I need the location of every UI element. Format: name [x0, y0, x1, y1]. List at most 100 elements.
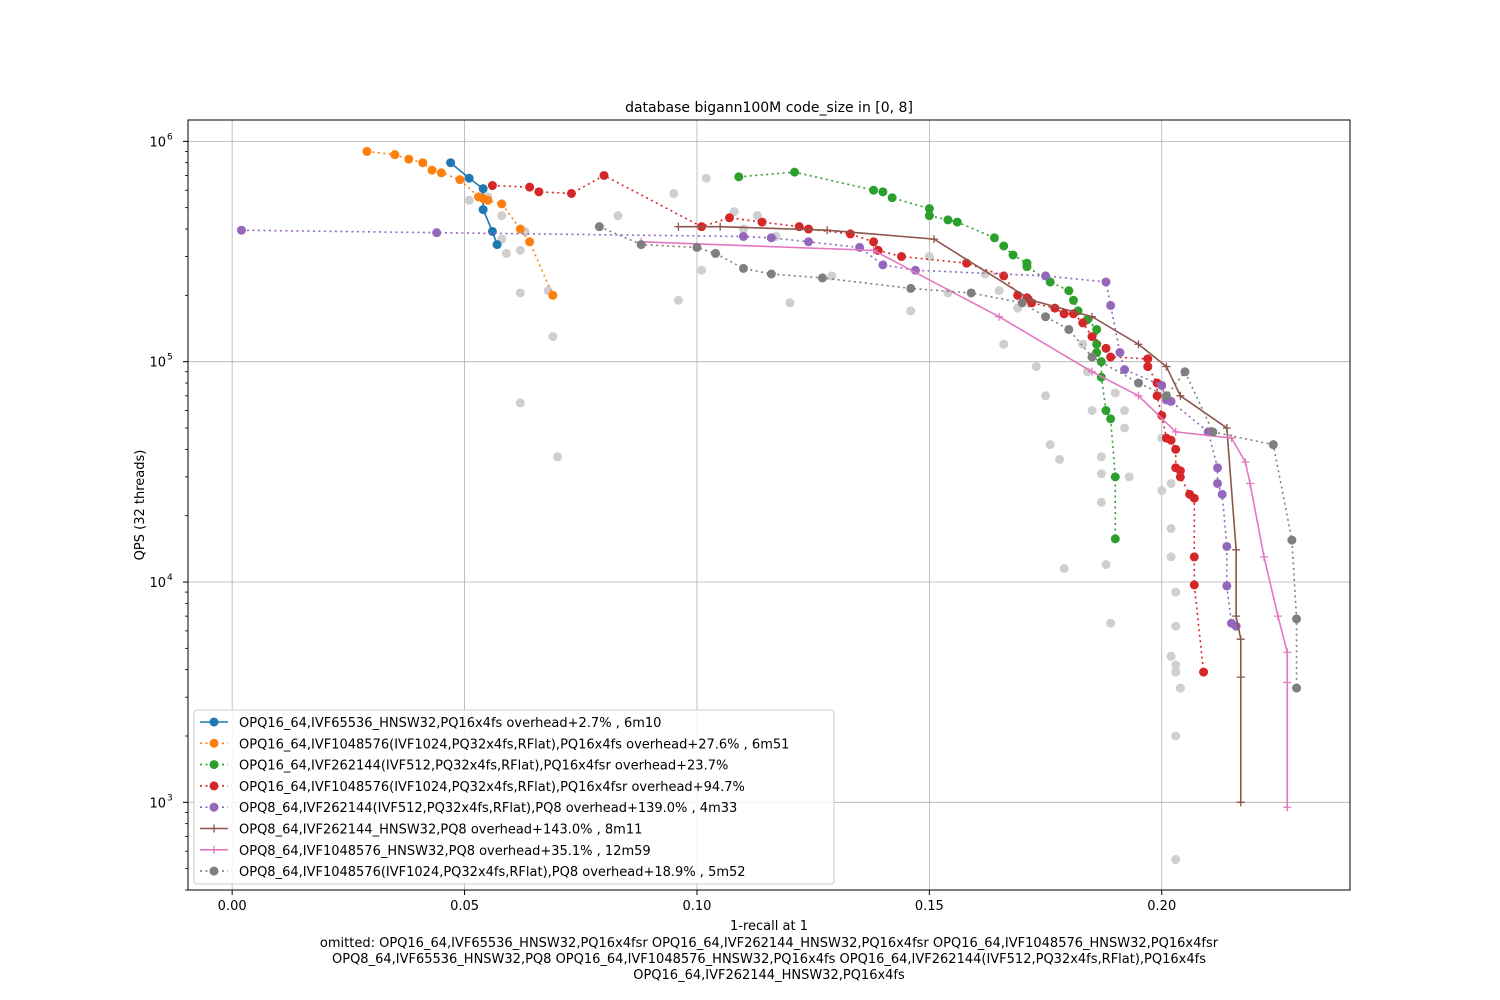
data-point [952, 217, 962, 227]
data-point [966, 288, 976, 298]
omitted-point [613, 211, 623, 221]
y-tick-label: 10 [149, 796, 166, 811]
omitted-point [906, 306, 916, 316]
omitted-point [501, 248, 511, 258]
legend-entry: OPQ16_64,IVF1048576(IVF1024,PQ32x4fs,RFl… [200, 737, 789, 752]
data-point [1273, 612, 1282, 621]
data-point [1180, 367, 1190, 377]
data-point [525, 237, 535, 247]
omitted-point [827, 271, 837, 281]
data-point [910, 265, 920, 275]
data-point [1213, 463, 1223, 473]
data-point [1217, 489, 1227, 499]
data-point [1088, 367, 1097, 376]
data-point [878, 187, 888, 197]
data-point [1115, 348, 1125, 358]
data-point [636, 240, 646, 250]
data-point [924, 211, 934, 221]
legend-entry: OPQ16_64,IVF262144(IVF512,PQ32x4fs,RFlat… [200, 759, 728, 774]
data-point [464, 173, 474, 183]
omitted-point [1171, 587, 1181, 597]
data-point [594, 222, 604, 232]
data-point [766, 269, 776, 279]
data-point [1157, 410, 1167, 420]
x-tick-label: 0.10 [682, 899, 711, 914]
legend-label: OPQ8_64,IVF262144(IVF512,PQ32x4fs,RFlat)… [239, 801, 737, 816]
legend-entry: OPQ8_64,IVF1048576(IVF1024,PQ32x4fs,RFla… [200, 865, 746, 880]
data-point [817, 273, 827, 283]
omitted-point [1171, 667, 1181, 677]
legend-marker [210, 824, 218, 833]
omitted-point [1157, 486, 1167, 496]
series-2 [362, 146, 558, 300]
legend-marker [209, 717, 219, 727]
data-point [418, 158, 428, 168]
omitted-point [515, 288, 525, 298]
data-point [487, 226, 497, 236]
omitted-point [697, 265, 707, 275]
omitted-point [1171, 731, 1181, 741]
legend-label: OPQ16_64,IVF1048576(IVF1024,PQ32x4fs,RFl… [239, 737, 789, 752]
data-point [724, 213, 734, 223]
x-tick-label: 0.20 [1147, 899, 1176, 914]
omitted-point [1041, 391, 1051, 401]
data-point [236, 225, 246, 235]
data-point [1068, 295, 1078, 305]
omitted-point [1166, 651, 1176, 661]
y-axis-label: QPS (32 threads) [133, 450, 148, 561]
legend-entry: OPQ16_64,IVF65536_HNSW32,PQ16x4fs overhe… [200, 716, 661, 731]
data-point [716, 222, 725, 231]
omitted-point [553, 452, 563, 462]
omitted-point [548, 332, 558, 342]
data-point [738, 263, 748, 273]
data-point [845, 229, 855, 239]
data-point [1087, 352, 1097, 362]
data-point [1189, 580, 1199, 590]
data-point [446, 158, 456, 168]
omitted-point [1120, 423, 1130, 433]
series-layer [236, 146, 1302, 812]
data-point [1213, 478, 1223, 488]
data-point [692, 242, 702, 252]
omitted-point [729, 207, 739, 217]
data-point [404, 154, 414, 164]
data-point [1283, 803, 1292, 812]
x-tick-label: 0.00 [218, 899, 247, 914]
data-point [930, 235, 939, 244]
series-line [241, 229, 1237, 627]
legend-label: OPQ16_64,IVF262144(IVF512,PQ32x4fs,RFlat… [239, 759, 728, 774]
data-point [1101, 406, 1111, 416]
data-point [497, 199, 507, 209]
data-point [999, 241, 1009, 251]
data-point [534, 187, 544, 197]
data-point [1110, 472, 1120, 482]
omitted-line-1: omitted: OPQ16_64,IVF65536_HNSW32,PQ16x4… [320, 936, 1219, 951]
series-line [738, 171, 1117, 539]
data-point [1175, 466, 1185, 476]
data-point [1241, 458, 1250, 467]
omitted-point [1166, 552, 1176, 562]
data-point [492, 240, 502, 250]
data-point [1087, 332, 1097, 342]
omitted-point [515, 245, 525, 255]
data-point [1092, 339, 1102, 349]
omitted-point [1055, 454, 1064, 464]
omitted-point [1171, 660, 1181, 670]
series-7 [637, 237, 1292, 812]
series-4 [487, 170, 1209, 677]
x-tick-label: 0.05 [450, 899, 479, 914]
legend-entry: OPQ8_64,IVF262144(IVF512,PQ32x4fs,RFlat)… [200, 801, 737, 816]
data-point [738, 231, 748, 241]
omitted-point [464, 195, 474, 205]
data-point [711, 248, 721, 258]
data-point [548, 290, 558, 300]
data-point [1292, 683, 1302, 693]
legend-marker [209, 738, 219, 748]
legend-entry: OPQ8_64,IVF1048576_HNSW32,PQ8 overhead+3… [200, 844, 651, 859]
omitted-point [1087, 406, 1097, 416]
data-point [478, 205, 488, 215]
data-point [869, 185, 879, 195]
data-point [1222, 424, 1231, 432]
legend-marker [210, 845, 218, 854]
